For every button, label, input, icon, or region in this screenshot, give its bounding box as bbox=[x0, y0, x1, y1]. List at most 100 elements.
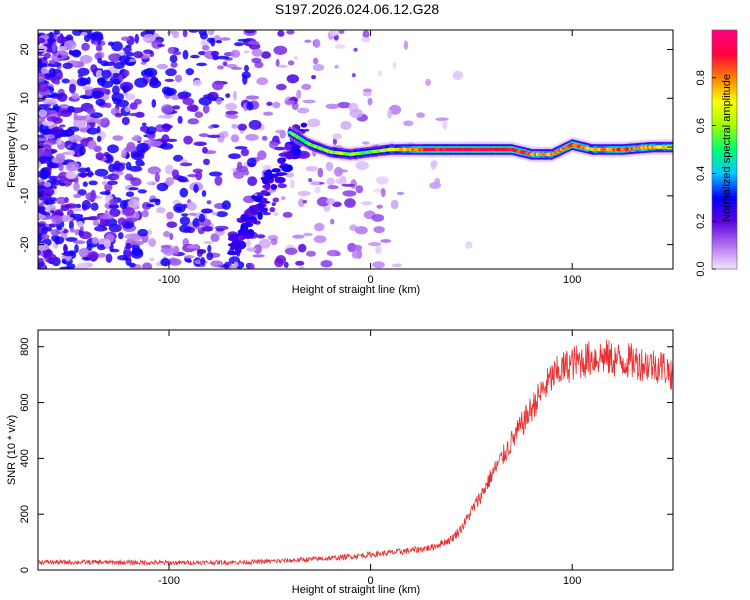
spectrogram-speckle bbox=[276, 83, 287, 91]
spectrogram-speckle bbox=[314, 222, 325, 232]
spectrogram-speckle bbox=[90, 189, 96, 199]
spectrogram-speckle bbox=[298, 266, 305, 269]
spectrogram-speckle bbox=[95, 152, 104, 161]
spectrogram-chirp-speckle bbox=[245, 233, 251, 240]
spectrogram-speckle bbox=[97, 57, 103, 64]
spectrogram-speckle bbox=[38, 249, 41, 256]
spectrogram-speckle bbox=[160, 258, 171, 267]
spectrogram-speckle bbox=[148, 238, 157, 247]
spectrogram-speckle bbox=[378, 70, 383, 77]
spectrogram-speckle bbox=[165, 68, 177, 77]
spectrogram-speckle bbox=[212, 55, 219, 61]
spectrogram-speckle bbox=[173, 154, 184, 162]
spectrogram-speckle bbox=[277, 30, 285, 37]
spectrogram-speckle bbox=[240, 148, 250, 157]
spectrogram-speckle bbox=[344, 198, 356, 208]
spectrogram-speckle bbox=[206, 252, 214, 261]
spectrogram-speckle bbox=[258, 238, 271, 249]
spectrogram-speckle bbox=[326, 177, 335, 186]
spectrogram-chirp-speckle bbox=[260, 197, 268, 202]
spectrogram-speckle bbox=[70, 143, 85, 152]
spectrogram-speckle bbox=[57, 54, 62, 59]
spectrogram-chirp-speckle bbox=[264, 172, 275, 180]
spectrogram-chirp-speckle bbox=[256, 203, 267, 207]
spectrogram-speckle bbox=[87, 140, 97, 150]
spectrogram-speckle bbox=[237, 123, 247, 131]
spectrogram-chirp-speckle bbox=[227, 236, 237, 241]
spectrogram-speckle bbox=[293, 55, 299, 60]
spectrogram-speckle bbox=[186, 259, 192, 263]
spectrogram-speckle bbox=[109, 198, 118, 206]
spectrogram-speckle bbox=[325, 103, 339, 110]
spectrogram-speckle bbox=[222, 61, 228, 66]
spectrogram-speckle bbox=[212, 80, 224, 91]
spectrogram-speckle bbox=[314, 186, 321, 194]
spectrogram-speckle bbox=[311, 75, 317, 80]
spectrogram-speckle bbox=[193, 141, 207, 147]
spectrogram-speckle bbox=[110, 61, 116, 65]
spectrogram-speckle bbox=[66, 161, 80, 172]
spectrogram-speckle bbox=[246, 157, 257, 168]
spectrogram-speckle bbox=[41, 120, 55, 127]
spectrogram-speckle bbox=[141, 122, 147, 126]
spectrogram-speckle bbox=[392, 61, 397, 70]
spectrogram-speckle bbox=[48, 31, 54, 39]
spectrogram-speckle bbox=[465, 241, 473, 249]
spectrogram-speckle bbox=[112, 72, 120, 78]
spectrogram-speckle bbox=[182, 49, 189, 60]
spectrogram-speckle bbox=[50, 126, 64, 135]
spectrogram-speckle bbox=[79, 231, 92, 240]
spectrogram-speckle bbox=[203, 240, 214, 245]
spectrogram-speckle bbox=[236, 165, 248, 173]
spectrogram-speckle bbox=[334, 44, 346, 49]
spectrogram-speckle bbox=[38, 223, 46, 227]
spectrogram-speckle bbox=[376, 176, 389, 185]
spectrogram-speckle bbox=[216, 227, 224, 232]
chart-title: S197.2026.024.06.12.G28 bbox=[275, 1, 439, 17]
spectrogram-speckle bbox=[295, 260, 305, 266]
spectrogram-speckle bbox=[90, 64, 98, 73]
spectrogram-speckle bbox=[150, 182, 156, 186]
spectrogram-speckle bbox=[416, 112, 425, 118]
spectrogram-speckle bbox=[55, 153, 66, 163]
spectrogram-speckle bbox=[111, 174, 120, 180]
spectrogram-speckle bbox=[380, 239, 392, 243]
spectrogram-speckle bbox=[396, 191, 405, 196]
spectrogram-speckle bbox=[112, 163, 125, 172]
spectrogram-speckle bbox=[327, 185, 339, 190]
spectrogram-speckle bbox=[73, 240, 86, 245]
colorbar-tick-label: 0.6 bbox=[695, 118, 707, 133]
spectrogram-speckle bbox=[281, 196, 286, 201]
spectrogram-speckle bbox=[96, 126, 101, 134]
spectrogram-speckle bbox=[253, 244, 262, 255]
colorbar-tick-label: 0.8 bbox=[695, 70, 707, 85]
spectrogram-speckle bbox=[181, 213, 189, 217]
spectrogram-speckle bbox=[119, 200, 128, 210]
spectrogram-speckle bbox=[375, 246, 382, 255]
spectrogram-speckle bbox=[272, 197, 280, 203]
spectrogram-speckle bbox=[129, 165, 143, 172]
spectrogram-speckle bbox=[161, 104, 174, 114]
spectrogram-x-ticks: -100 0 100 bbox=[158, 30, 581, 286]
spectrogram-speckle bbox=[179, 187, 189, 198]
spectrogram-speckle bbox=[38, 72, 46, 83]
spectrogram-speckle bbox=[189, 104, 199, 112]
spectrogram-speckle bbox=[177, 115, 183, 124]
spectrogram-speckle bbox=[81, 199, 91, 210]
spectrogram-speckle bbox=[69, 83, 76, 94]
spectrogram-speckle bbox=[188, 212, 197, 216]
spectrogram-speckle bbox=[305, 165, 319, 172]
colorbar-frame bbox=[711, 29, 738, 270]
spectrogram-speckle bbox=[150, 76, 158, 86]
spectrogram-speckle bbox=[75, 203, 82, 209]
spectrogram-speckle bbox=[210, 233, 220, 242]
spectrogram-speckle bbox=[242, 74, 248, 85]
spectrogram-speckle bbox=[75, 264, 88, 269]
spectrogram-speckle bbox=[38, 160, 42, 169]
spectrogram-speckle bbox=[163, 89, 175, 95]
spectrogram-speckle bbox=[101, 69, 112, 79]
spectrogram-speckle bbox=[200, 257, 206, 266]
spectrogram-speckle bbox=[192, 79, 203, 87]
spectrogram-speckle bbox=[92, 220, 100, 226]
spectrogram-speckle bbox=[95, 98, 106, 106]
